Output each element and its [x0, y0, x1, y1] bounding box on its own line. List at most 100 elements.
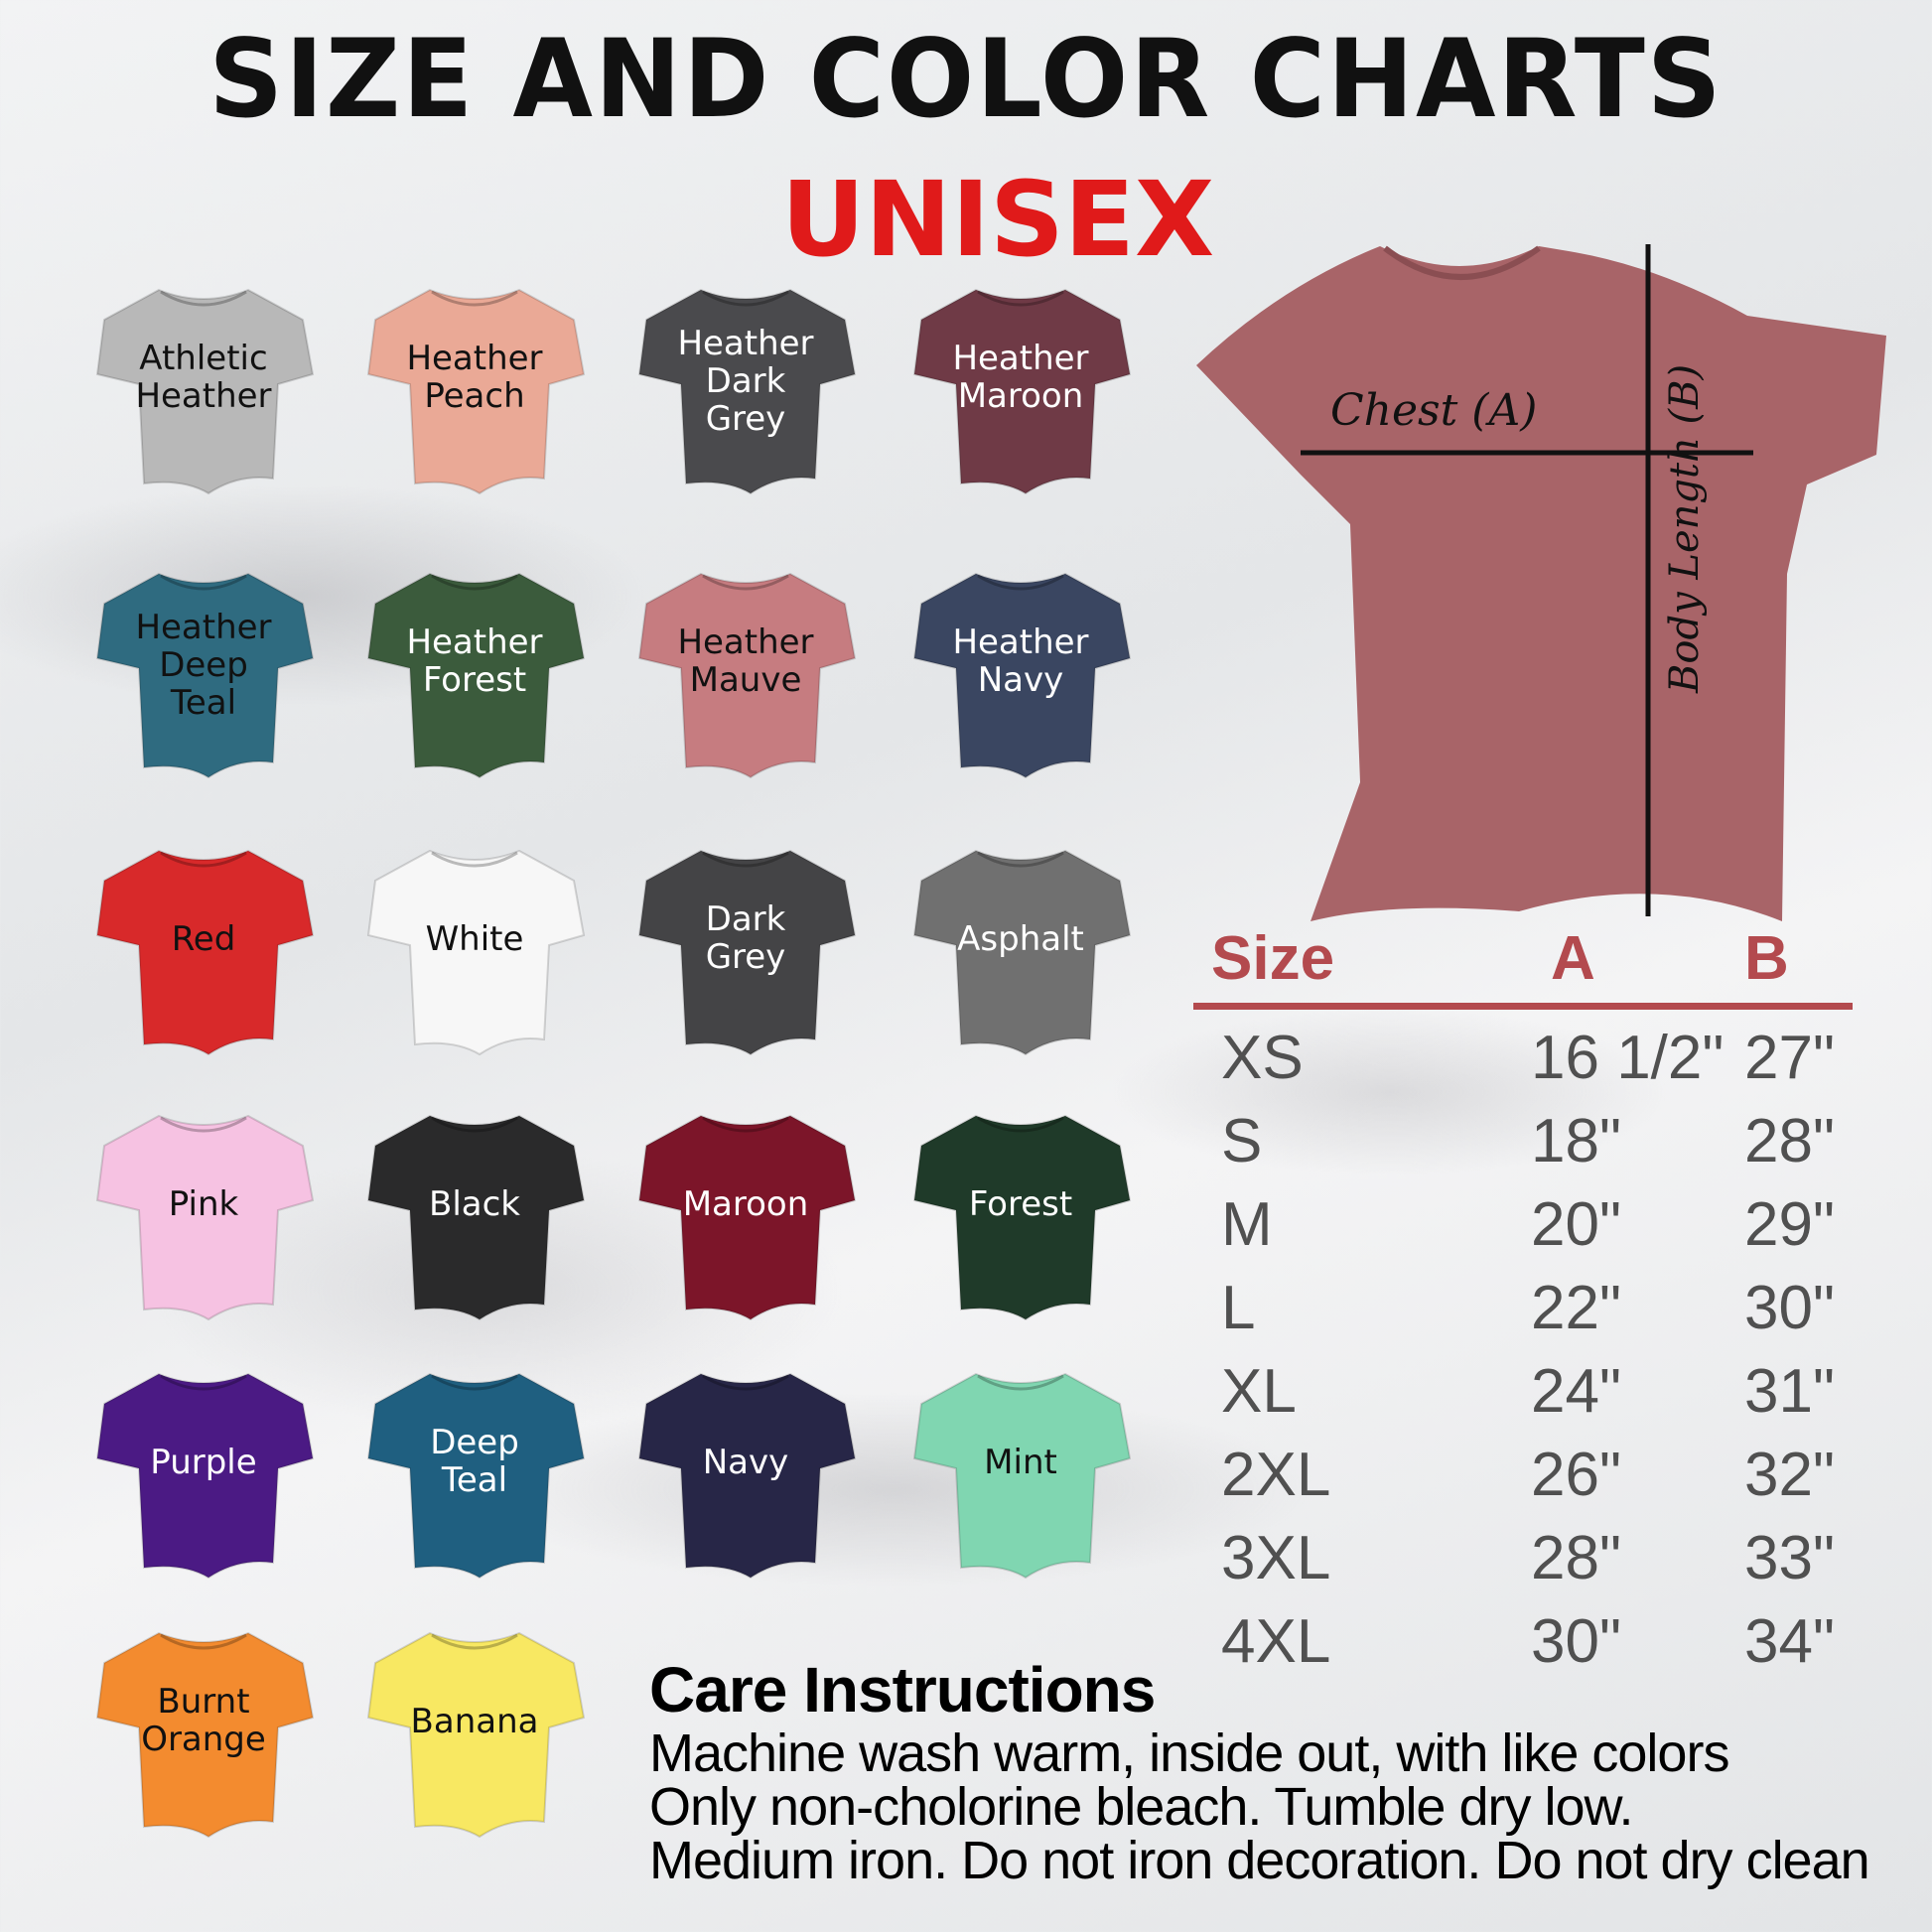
tshirt-icon: [637, 849, 857, 1056]
color-label: Pink: [168, 1184, 239, 1224]
color-label: Heather Peach: [406, 339, 543, 416]
chest-cell: 16 1/2": [1531, 1024, 1725, 1092]
length-cell: 27": [1744, 1024, 1835, 1092]
table-row: 3XL 28" 33": [1193, 1523, 1853, 1606]
tshirt-icon: [366, 1114, 586, 1321]
header-size: Size: [1211, 924, 1335, 993]
table-row: L 22" 30": [1193, 1273, 1853, 1356]
color-label: Red: [171, 919, 236, 959]
chest-cell: 20": [1531, 1190, 1621, 1259]
tshirt-icon: [366, 1631, 586, 1839]
size-cell: L: [1221, 1274, 1256, 1342]
length-cell: 33": [1744, 1524, 1835, 1592]
color-swatch: Navy: [631, 1364, 860, 1592]
tshirt-icon: [912, 572, 1132, 779]
color-swatch: Heather Dark Grey: [631, 280, 860, 508]
tshirt-icon: [95, 572, 315, 779]
care-line: Medium iron. Do not iron decoration. Do …: [649, 1831, 1870, 1890]
color-swatch: Red: [89, 841, 318, 1069]
care-line: Only non-cholorine bleach. Tumble dry lo…: [649, 1777, 1634, 1837]
color-swatch: Asphalt: [906, 841, 1135, 1069]
color-swatch: Deep Teal: [360, 1364, 589, 1592]
page-title: SIZE AND COLOR CHARTS: [208, 14, 1724, 143]
size-cell: M: [1221, 1190, 1273, 1259]
care-instructions: Care Instructions Machine wash warm, ins…: [649, 1653, 1870, 1890]
tshirt-icon: [366, 288, 586, 495]
color-swatch: White: [360, 841, 589, 1069]
tshirt-icon: [95, 849, 315, 1056]
table-row: S 18" 28": [1193, 1106, 1853, 1189]
color-swatch: Forest: [906, 1106, 1135, 1334]
chest-cell: 28": [1531, 1524, 1621, 1592]
measurement-diagram: Chest (A) Body Length (B): [1191, 226, 1886, 931]
color-label: Mint: [984, 1443, 1057, 1482]
chest-cell: 30": [1531, 1607, 1621, 1676]
table-row: XS 16 1/2" 27": [1193, 1023, 1853, 1106]
care-title: Care Instructions: [649, 1654, 1156, 1725]
chest-cell: 18": [1531, 1107, 1621, 1175]
color-swatch: Black: [360, 1106, 589, 1334]
color-swatch: Heather Navy: [906, 564, 1135, 792]
color-label: Athletic Heather: [135, 339, 272, 416]
color-swatch: Dark Grey: [631, 841, 860, 1069]
color-label: Heather Dark Grey: [677, 324, 814, 439]
length-cell: 28": [1744, 1107, 1835, 1175]
color-swatch: Heather Mauve: [631, 564, 860, 792]
color-swatch: Heather Peach: [360, 280, 589, 508]
chest-cell: 22": [1531, 1274, 1621, 1342]
size-cell: XL: [1221, 1357, 1297, 1426]
tshirt-icon: [95, 288, 315, 495]
color-label: Heather Forest: [406, 622, 543, 700]
color-label: Heather Mauve: [677, 622, 814, 700]
tshirt-icon: [637, 288, 857, 495]
length-cell: 31": [1744, 1357, 1835, 1426]
color-label: Heather Maroon: [952, 339, 1089, 416]
size-cell: 4XL: [1221, 1607, 1331, 1676]
color-swatch: Mint: [906, 1364, 1135, 1592]
tshirt-icon: [912, 288, 1132, 495]
size-cell: XS: [1221, 1024, 1304, 1092]
color-swatch: Athletic Heather: [89, 280, 318, 508]
color-label: Banana: [410, 1702, 539, 1741]
color-swatch: Heather Maroon: [906, 280, 1135, 508]
tshirt-icon: [95, 1114, 315, 1321]
tshirt-icon: [95, 1372, 315, 1580]
tshirt-icon: [366, 572, 586, 779]
tshirt-icon: [912, 1372, 1132, 1580]
color-label: Navy: [702, 1443, 789, 1482]
color-label: Asphalt: [957, 919, 1084, 959]
tshirt-icon: [912, 1114, 1132, 1321]
body-length-label: Body Length (B): [1662, 364, 1708, 694]
color-label: Heather Deep Teal: [135, 608, 272, 723]
tshirt-icon: [95, 1631, 315, 1839]
table-row: XL 24" 31": [1193, 1356, 1853, 1440]
size-cell: S: [1221, 1107, 1263, 1175]
page-subtitle: UNISEX: [780, 159, 1215, 280]
length-cell: 29": [1744, 1190, 1835, 1259]
color-label: Heather Navy: [952, 622, 1089, 700]
header-b: B: [1744, 924, 1789, 993]
header-rule: [1193, 1003, 1853, 1010]
table-row: 2XL 26" 32": [1193, 1440, 1853, 1523]
color-label: Dark Grey: [705, 899, 786, 977]
length-cell: 32": [1744, 1441, 1835, 1509]
chest-label: Chest (A): [1330, 385, 1537, 436]
table-row: M 20" 29": [1193, 1189, 1853, 1273]
color-swatch: Burnt Orange: [89, 1623, 318, 1852]
length-cell: 34": [1744, 1607, 1835, 1676]
color-swatch: Purple: [89, 1364, 318, 1592]
color-label: Maroon: [682, 1184, 809, 1224]
color-swatch: Heather Deep Teal: [89, 564, 318, 792]
color-label: Burnt Orange: [141, 1682, 266, 1759]
tshirt-icon: [637, 572, 857, 779]
color-label: Black: [429, 1184, 520, 1224]
size-cell: 3XL: [1221, 1524, 1331, 1592]
chest-cell: 24": [1531, 1357, 1621, 1426]
length-cell: 30": [1744, 1274, 1835, 1342]
color-label: Deep Teal: [430, 1423, 519, 1500]
color-label: Forest: [968, 1184, 1073, 1224]
care-line: Machine wash warm, inside out, with like…: [649, 1724, 1729, 1783]
color-swatch: Pink: [89, 1106, 318, 1334]
color-label: White: [425, 919, 524, 959]
tshirt-icon: [366, 1372, 586, 1580]
